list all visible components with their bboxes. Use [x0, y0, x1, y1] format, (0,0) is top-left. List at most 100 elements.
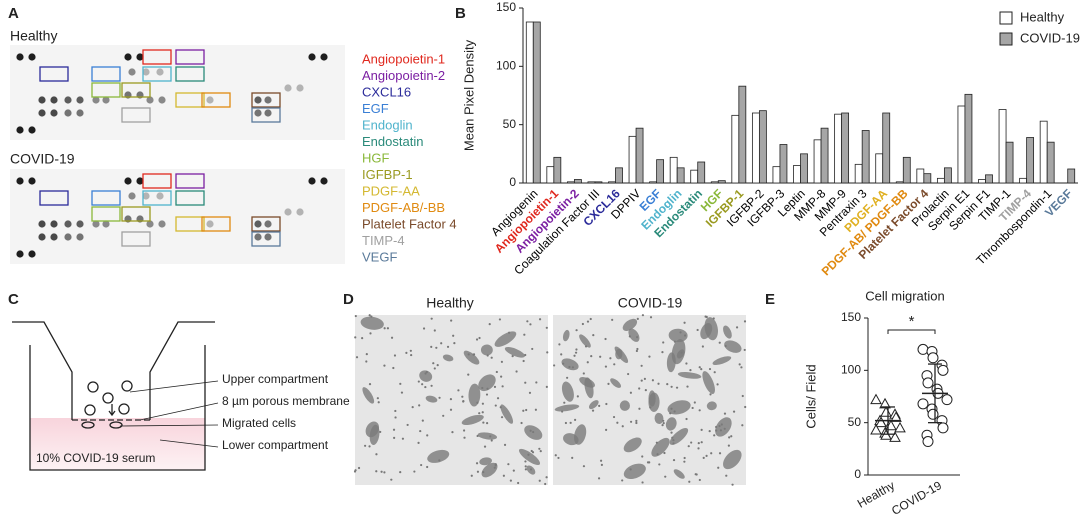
- pore: [727, 444, 730, 447]
- y-tick-label: 150: [841, 310, 861, 324]
- significance: *: [909, 313, 915, 330]
- array-box: [142, 173, 172, 189]
- array-spot: [146, 96, 154, 104]
- array-spot: [76, 109, 84, 117]
- pore: [490, 439, 493, 442]
- point: [917, 398, 929, 410]
- bar: [697, 161, 706, 184]
- array-title: Healthy: [10, 28, 57, 44]
- y-tick-label: 100: [496, 59, 516, 73]
- pore: [693, 401, 696, 404]
- pore: [708, 430, 711, 433]
- pore: [573, 354, 576, 357]
- pore: [599, 459, 603, 462]
- pore: [426, 434, 429, 437]
- pore: [475, 462, 479, 465]
- pore: [524, 381, 527, 384]
- pore: [406, 423, 409, 427]
- pore: [361, 337, 364, 340]
- pore: [741, 394, 744, 398]
- pore: [576, 395, 579, 398]
- cell: [673, 469, 685, 479]
- legend-label: IGFBP-1: [362, 167, 413, 182]
- pore: [413, 470, 416, 473]
- transwell-diagram: [12, 321, 219, 471]
- pore: [502, 474, 505, 477]
- array-spot: [142, 192, 150, 200]
- array-spot: [102, 96, 110, 104]
- pore: [369, 332, 372, 335]
- array-box: [175, 173, 205, 189]
- y-tick-label: 100: [841, 363, 861, 377]
- chart-title: Cell migration: [865, 288, 944, 303]
- cell: [419, 370, 433, 382]
- pore: [590, 355, 593, 358]
- pore: [515, 370, 518, 373]
- cell: [579, 334, 591, 348]
- array-spot: [254, 233, 262, 241]
- pore: [717, 466, 720, 469]
- pore: [663, 451, 666, 455]
- diagram-label: Lower compartment: [222, 438, 329, 452]
- pore: [638, 387, 641, 390]
- pore: [530, 449, 533, 453]
- pore: [368, 314, 371, 317]
- point: [894, 421, 906, 433]
- pore: [574, 418, 577, 421]
- pore: [422, 327, 426, 330]
- pore: [697, 442, 700, 445]
- pore: [683, 321, 686, 324]
- pore: [368, 445, 371, 448]
- pore: [399, 382, 402, 385]
- pore: [685, 417, 688, 421]
- bar: [525, 21, 534, 184]
- pore: [643, 377, 646, 380]
- pore: [635, 349, 638, 353]
- pore: [420, 463, 423, 467]
- pore: [546, 351, 549, 354]
- cell: [614, 346, 629, 364]
- point: [889, 431, 901, 442]
- array-spot: [64, 220, 72, 228]
- cell: [574, 424, 587, 445]
- legend-swatch: [999, 32, 1013, 46]
- pore: [592, 334, 595, 337]
- pore: [365, 360, 368, 363]
- pore: [379, 430, 382, 434]
- cell: [704, 317, 718, 341]
- bar: [1039, 120, 1048, 184]
- pore: [690, 441, 693, 444]
- array-spot: [320, 177, 328, 185]
- array-spot: [28, 53, 36, 61]
- pore: [481, 402, 484, 405]
- pore: [641, 481, 644, 484]
- pore: [461, 395, 464, 398]
- array-spot: [308, 177, 316, 185]
- array-spot: [284, 84, 292, 92]
- pore: [600, 463, 603, 466]
- point: [917, 343, 929, 355]
- bar: [875, 153, 884, 184]
- pore: [538, 447, 541, 450]
- pore: [696, 328, 699, 332]
- cell: [667, 400, 691, 415]
- array-spot: [64, 96, 72, 104]
- pore: [597, 477, 601, 480]
- legend-label: EGF: [362, 101, 389, 116]
- cell: [524, 425, 543, 440]
- pore: [553, 364, 556, 367]
- bar: [738, 85, 747, 184]
- cell: [619, 400, 630, 411]
- bar: [936, 177, 945, 184]
- pore: [368, 383, 372, 386]
- pore: [485, 393, 489, 396]
- pore: [723, 412, 727, 415]
- pore: [432, 362, 435, 365]
- pore: [558, 343, 561, 346]
- pore: [694, 473, 697, 476]
- pore: [704, 315, 707, 318]
- array-spot: [128, 192, 136, 200]
- array-spot: [38, 109, 46, 117]
- panel-label: B: [455, 5, 466, 22]
- bar: [635, 127, 644, 184]
